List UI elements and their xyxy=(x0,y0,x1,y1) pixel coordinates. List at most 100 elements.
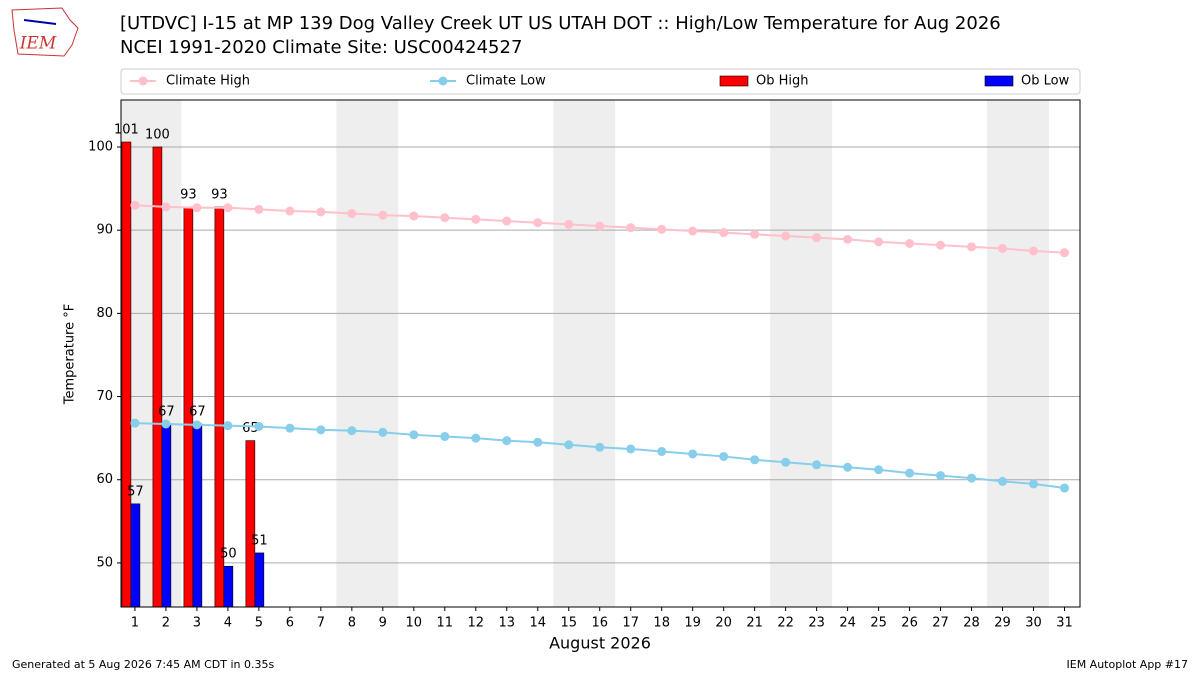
x-tick-label: 30 xyxy=(1025,616,1042,631)
x-tick-label: 23 xyxy=(808,616,825,631)
x-tick-label: 4 xyxy=(224,616,232,631)
point xyxy=(781,231,791,241)
weekend-band xyxy=(553,100,616,607)
y-tick-label: 90 xyxy=(96,223,113,238)
legend-swatch xyxy=(438,76,448,86)
x-tick-label: 19 xyxy=(684,616,701,631)
point xyxy=(719,228,729,238)
point xyxy=(688,449,698,459)
x-tick-label: 9 xyxy=(379,616,387,631)
point xyxy=(657,446,667,456)
legend-label: Ob High xyxy=(756,74,809,89)
point xyxy=(161,202,171,212)
point xyxy=(1029,479,1039,489)
plot-frame xyxy=(120,99,1081,608)
point xyxy=(440,213,450,223)
point xyxy=(905,238,915,248)
footer-left: Generated at 5 Aug 2026 7:45 AM CDT in 0… xyxy=(12,658,274,671)
data-label: 101 xyxy=(114,123,139,138)
point xyxy=(502,216,512,226)
data-label: 67 xyxy=(189,404,206,419)
data-label: 51 xyxy=(251,533,268,548)
y-tick-label: 60 xyxy=(96,472,113,487)
x-tick-label: 16 xyxy=(591,616,608,631)
point xyxy=(843,462,853,472)
data-label: 65 xyxy=(242,421,259,436)
point xyxy=(533,218,543,228)
legend: Climate High Climate Low Ob High Ob Low xyxy=(120,68,1081,95)
point xyxy=(998,243,1008,253)
point xyxy=(192,420,202,430)
x-tick-label: 2 xyxy=(162,616,170,631)
point xyxy=(750,229,760,239)
point xyxy=(874,465,884,475)
x-tick-label: 3 xyxy=(193,616,201,631)
x-tick-label: 15 xyxy=(560,616,577,631)
logo-text: IEM xyxy=(19,34,57,54)
x-tick-label: 26 xyxy=(901,616,918,631)
point xyxy=(998,476,1008,486)
legend-label: Climate Low xyxy=(466,74,546,89)
y-tick-label: 80 xyxy=(96,306,113,321)
point xyxy=(595,221,605,231)
point xyxy=(471,214,481,224)
point xyxy=(874,237,884,247)
x-tick-label: 21 xyxy=(746,616,763,631)
x-tick-label: 12 xyxy=(468,616,485,631)
point xyxy=(1060,248,1070,258)
x-tick-label: 1 xyxy=(131,616,139,631)
legend-swatch xyxy=(138,76,148,86)
footer-right: IEM Autoplot App #17 xyxy=(1067,658,1189,671)
x-tick-label: 18 xyxy=(653,616,670,631)
data-label: 93 xyxy=(180,187,197,202)
logo-bar xyxy=(23,19,57,25)
legend-frame xyxy=(120,68,1081,95)
point xyxy=(192,203,202,213)
bar xyxy=(152,146,163,608)
y-axis-label: Temperature °F xyxy=(63,304,78,405)
point xyxy=(130,418,140,428)
x-tick-label: 13 xyxy=(498,616,515,631)
logo: IEM xyxy=(11,7,79,57)
point xyxy=(161,419,171,429)
legend-swatch xyxy=(719,75,749,87)
point xyxy=(967,473,977,483)
point xyxy=(936,471,946,481)
point xyxy=(409,211,419,221)
legend-label: Ob Low xyxy=(1021,74,1070,89)
point xyxy=(812,233,822,243)
data-label: 93 xyxy=(211,187,228,202)
point xyxy=(223,421,233,431)
point xyxy=(378,210,388,220)
point xyxy=(533,437,543,447)
point xyxy=(285,206,295,216)
point xyxy=(223,203,233,213)
data-label: 50 xyxy=(220,547,237,562)
point xyxy=(409,430,419,440)
bar xyxy=(161,423,172,608)
logo-outline xyxy=(11,7,79,57)
legend-label: Climate High xyxy=(166,74,250,89)
legend-swatch xyxy=(984,75,1014,87)
point xyxy=(316,207,326,217)
x-tick-label: 24 xyxy=(839,616,856,631)
point xyxy=(564,219,574,229)
bar xyxy=(245,440,256,608)
point xyxy=(719,451,729,461)
x-axis-label: August 2026 xyxy=(549,634,651,653)
point xyxy=(1029,246,1039,256)
point xyxy=(1060,483,1070,493)
x-tick-label: 25 xyxy=(870,616,887,631)
point xyxy=(626,444,636,454)
point xyxy=(843,234,853,244)
x-tick-label: 29 xyxy=(994,616,1011,631)
point xyxy=(905,468,915,478)
point xyxy=(347,426,357,436)
x-tick-label: 31 xyxy=(1056,616,1073,631)
weekend-band xyxy=(336,100,399,607)
point xyxy=(936,240,946,250)
point xyxy=(626,223,636,233)
point xyxy=(967,242,977,252)
point xyxy=(688,226,698,236)
